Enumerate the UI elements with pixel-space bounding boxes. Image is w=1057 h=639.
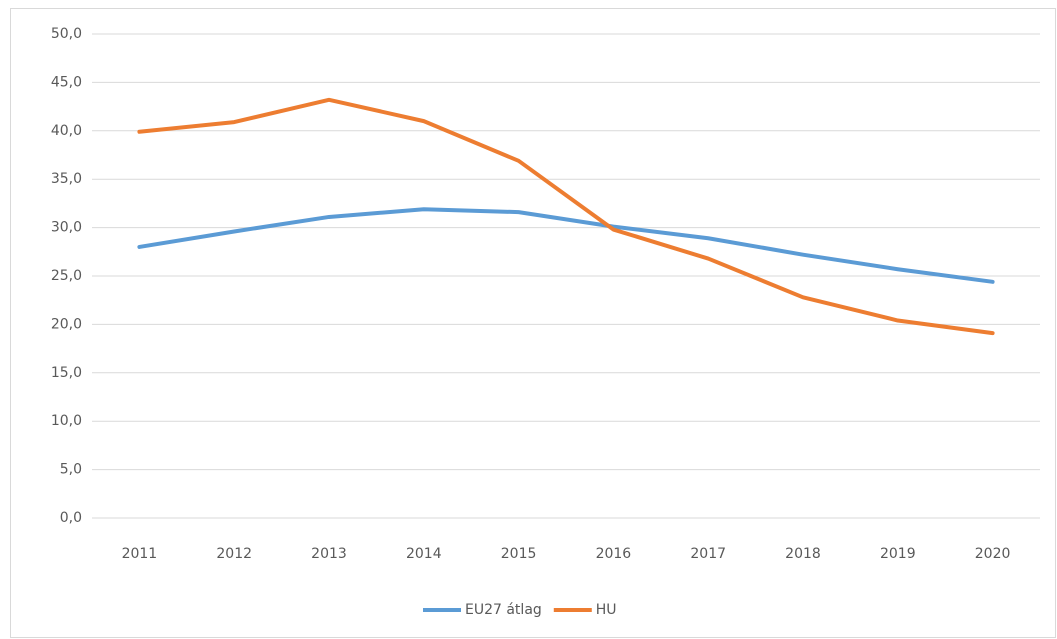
x-tick-label: 2018: [785, 546, 821, 562]
legend-label: HU: [596, 602, 617, 618]
x-tick-label: 2014: [406, 546, 442, 562]
y-tick-label: 40,0: [51, 123, 82, 139]
x-tick-label: 2017: [690, 546, 726, 562]
y-tick-label: 30,0: [51, 220, 82, 236]
y-tick-label: 35,0: [51, 171, 82, 187]
x-tick-label: 2012: [216, 546, 252, 562]
y-tick-label: 45,0: [51, 74, 82, 90]
x-tick-label: 2019: [880, 546, 916, 562]
y-tick-label: 15,0: [51, 365, 82, 381]
y-tick-label: 0,0: [60, 510, 82, 526]
x-tick-label: 2020: [975, 546, 1011, 562]
chart-frame: [10, 8, 1056, 638]
x-tick-label: 2015: [501, 546, 537, 562]
y-tick-label: 10,0: [51, 413, 82, 429]
y-tick-label: 20,0: [51, 316, 82, 332]
y-tick-label: 5,0: [60, 462, 82, 478]
legend-label: EU27 átlag: [465, 602, 542, 618]
y-tick-label: 25,0: [51, 268, 82, 284]
x-tick-label: 2016: [596, 546, 632, 562]
x-tick-label: 2011: [122, 546, 158, 562]
x-tick-label: 2013: [311, 546, 347, 562]
y-tick-label: 50,0: [51, 26, 82, 42]
series-line: [137, 97, 995, 336]
series-line: [137, 207, 995, 284]
